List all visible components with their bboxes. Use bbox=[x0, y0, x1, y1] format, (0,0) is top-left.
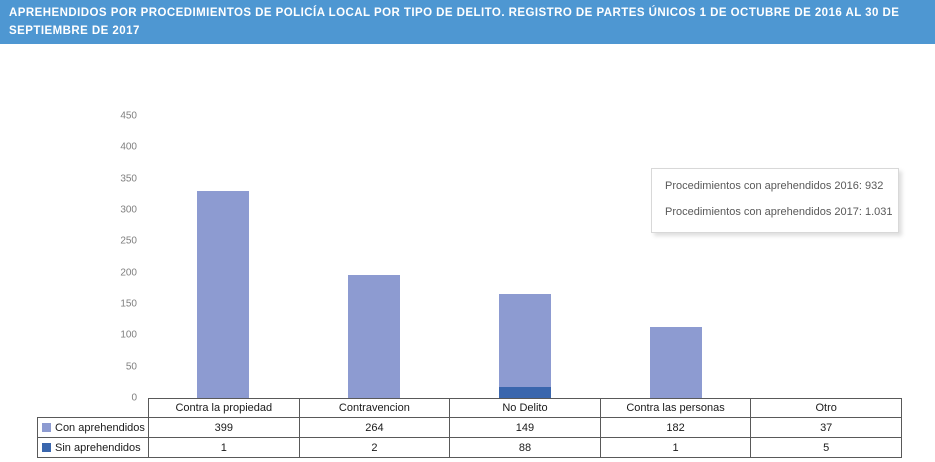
table-corner-blank bbox=[38, 399, 149, 418]
bar-segment-con-aprehendidos bbox=[499, 293, 551, 387]
y-axis-tick-label: 250 bbox=[120, 235, 137, 247]
legend-cell: Con aprehendidos bbox=[37, 417, 149, 438]
value-cell: 1 bbox=[599, 437, 752, 458]
y-axis-tick-label: 350 bbox=[120, 173, 137, 185]
y-axis-tick-label: 300 bbox=[120, 204, 137, 216]
annotation-line-2016: Procedimientos con aprehendidos 2016: 93… bbox=[665, 180, 884, 192]
legend-swatch-icon bbox=[42, 422, 51, 432]
chart-title: APREHENDIDOS POR PROCEDIMIENTOS DE POLIC… bbox=[9, 7, 900, 38]
value-cell: 264 bbox=[298, 417, 451, 438]
chart-title-banner: APREHENDIDOS POR PROCEDIMIENTOS DE POLIC… bbox=[0, 0, 935, 44]
y-axis-tick-label: 450 bbox=[120, 110, 137, 122]
value-cell: 37 bbox=[750, 417, 902, 438]
value-cell: 1 bbox=[148, 437, 300, 458]
series-name-label: Sin aprehendidos bbox=[55, 441, 141, 454]
category-header-cell: Contravencion bbox=[298, 398, 451, 418]
legend-cell: Sin aprehendidos bbox=[37, 437, 149, 458]
value-cell: 399 bbox=[148, 417, 300, 438]
chart-data-table: Contra la propiedad Contravencion No Delit… bbox=[37, 398, 902, 458]
y-axis-tick-label: 400 bbox=[120, 141, 137, 153]
y-axis-tick-label: 50 bbox=[125, 361, 137, 373]
category-header-cell: No Delito bbox=[449, 398, 601, 418]
legend-swatch-icon bbox=[42, 442, 51, 452]
y-axis-tick-label: 150 bbox=[120, 298, 137, 310]
category-header-cell: Contra las personas bbox=[599, 398, 752, 418]
y-axis-tick-label: 200 bbox=[120, 267, 137, 279]
table-row-con-aprehendidos: Con aprehendidos 399 264 149 182 37 bbox=[37, 417, 902, 438]
value-cell: 88 bbox=[449, 437, 601, 458]
value-cell: 182 bbox=[599, 417, 752, 438]
annotation-box: Procedimientos con aprehendidos 2016: 93… bbox=[651, 168, 899, 233]
category-header-cell: Contra la propiedad bbox=[148, 398, 300, 418]
annotation-line-2017: Procedimientos con aprehendidos 2017: 1.… bbox=[665, 206, 893, 218]
value-cell: 5 bbox=[750, 437, 902, 458]
table-row-sin-aprehendidos: Sin aprehendidos 1 2 88 1 5 bbox=[37, 437, 902, 458]
y-axis-tick-label: 100 bbox=[120, 329, 137, 341]
y-axis-tick-label: 0 bbox=[131, 392, 137, 404]
value-cell: 149 bbox=[449, 417, 601, 438]
category-header-cell: Otro bbox=[750, 398, 902, 418]
table-category-row: Contra la propiedad Contravencion No Delit… bbox=[38, 398, 902, 418]
value-cell: 2 bbox=[298, 437, 451, 458]
series-name-label: Con aprehendidos bbox=[55, 421, 145, 434]
